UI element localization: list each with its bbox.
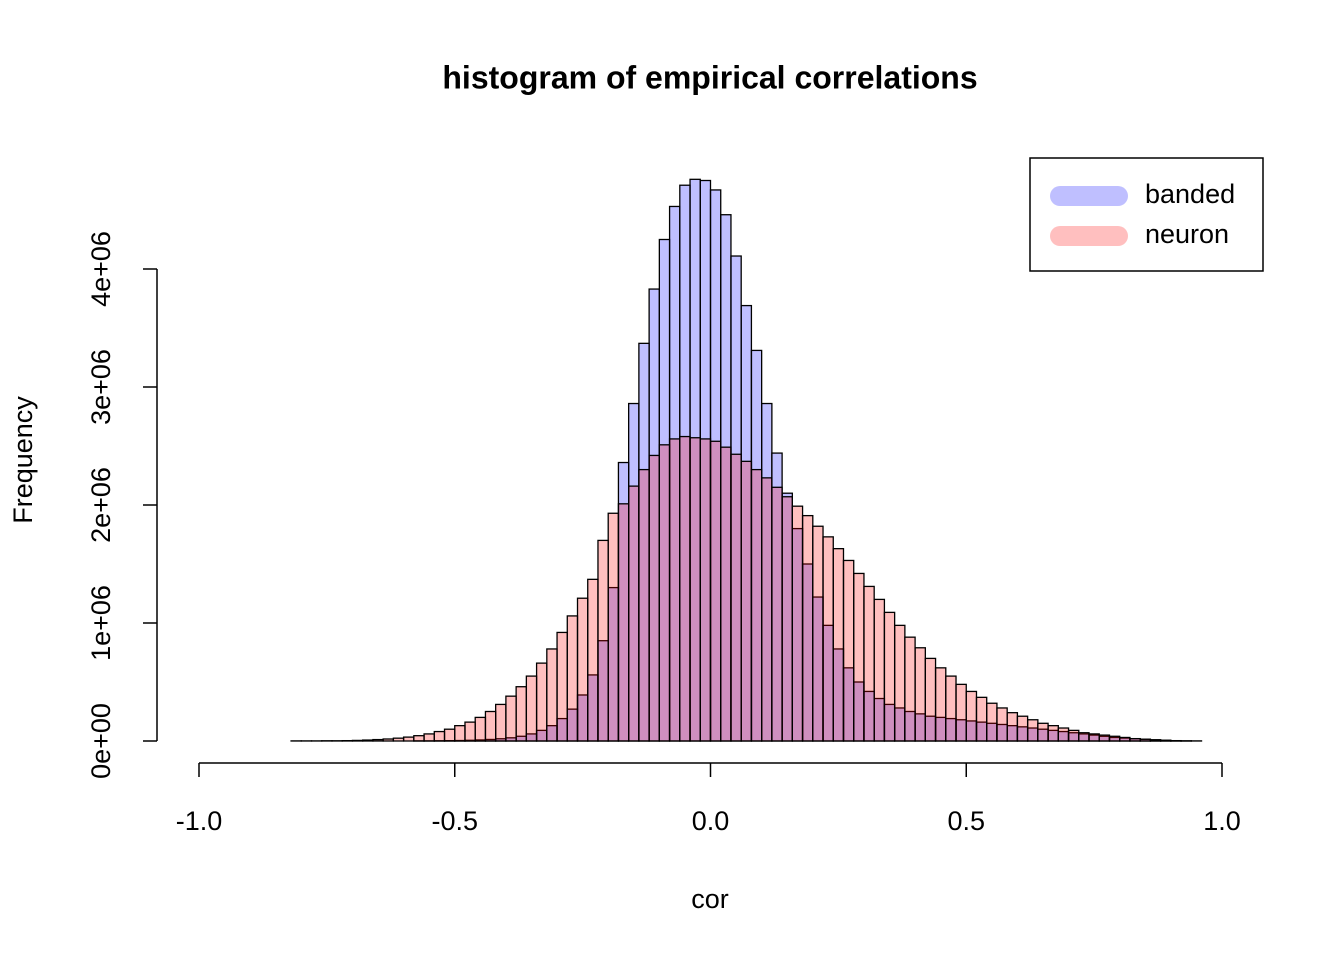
histogram-bar — [372, 738, 384, 742]
histogram-bar — [771, 486, 783, 742]
histogram-bar — [392, 737, 405, 742]
histogram-bar — [822, 536, 834, 742]
histogram-bar — [454, 725, 466, 742]
histogram-bar — [893, 624, 906, 742]
legend-label: neuron — [1145, 219, 1229, 249]
histogram-bar — [648, 454, 660, 742]
x-tick-label: -0.5 — [431, 806, 478, 836]
histogram-bar — [1098, 734, 1111, 742]
histogram-bar — [781, 496, 793, 742]
x-axis-label: cor — [691, 884, 729, 914]
histogram-bar — [945, 675, 957, 742]
histogram-bar — [863, 585, 875, 742]
histogram-bar — [597, 539, 609, 742]
histogram-bar — [433, 730, 446, 742]
histogram-bar — [658, 444, 671, 742]
histogram-bar — [801, 514, 814, 742]
histogram-bar — [535, 662, 548, 742]
histogram-bar — [1047, 725, 1059, 742]
histogram-bar — [1119, 736, 1131, 742]
histogram-bar — [484, 710, 497, 742]
y-tick-label: 1e+06 — [86, 585, 116, 661]
histogram-bar — [638, 468, 650, 742]
y-tick-label: 3e+06 — [86, 349, 116, 425]
histogram-bar — [566, 615, 579, 742]
histogram-bar — [975, 696, 988, 742]
histogram-bar — [1078, 732, 1090, 742]
y-tick-label: 0e+00 — [86, 703, 116, 779]
histogram-bar — [351, 739, 364, 742]
histogram-bar — [791, 505, 804, 742]
x-tick-label: 0.0 — [692, 806, 730, 836]
legend-label: banded — [1145, 179, 1235, 209]
histogram-bar — [986, 702, 998, 742]
histogram-bar — [955, 683, 967, 742]
histogram-bar — [1016, 715, 1029, 742]
histogram-bar — [965, 690, 978, 742]
histogram-bar — [730, 453, 742, 742]
y-tick-label: 4e+06 — [86, 231, 116, 307]
x-tick-label: -1.0 — [176, 806, 223, 836]
histogram-bar — [832, 548, 845, 742]
histogram-bar — [576, 597, 589, 742]
histogram-bar — [525, 675, 538, 742]
x-tick-label: 1.0 — [1203, 806, 1241, 836]
x-tick-label: 0.5 — [947, 806, 985, 836]
histogram-bar — [362, 739, 374, 742]
histogram-bar — [1037, 722, 1049, 742]
histogram-bar — [515, 686, 528, 742]
histogram-bar — [413, 735, 425, 742]
histogram-bar — [812, 525, 824, 742]
histogram-bar — [1139, 738, 1152, 742]
histogram-bar — [1129, 737, 1141, 742]
histogram-bar — [556, 631, 568, 742]
histogram-bar — [720, 446, 732, 742]
histogram-bar — [505, 695, 517, 742]
histogram-bar — [607, 512, 620, 742]
y-tick-label: 2e+06 — [86, 467, 116, 543]
histogram-bar — [1159, 739, 1172, 742]
histogram-bar — [750, 468, 763, 742]
chart-title: histogram of empirical correlations — [442, 59, 977, 95]
histogram-bar — [699, 438, 712, 742]
histogram-bar — [1149, 739, 1162, 742]
histogram-bar — [1108, 735, 1121, 742]
histogram-bar — [617, 503, 630, 742]
histogram-bar — [924, 657, 937, 742]
histogram-bar — [402, 736, 415, 742]
histogram-bar — [934, 667, 947, 742]
histogram-bar — [873, 598, 886, 742]
histogram-bar — [1026, 719, 1039, 742]
histogram-bar — [628, 485, 640, 742]
histogram-bar — [679, 435, 691, 742]
histogram-bar — [761, 477, 773, 742]
legend-box — [1029, 157, 1264, 272]
histogram-bar — [740, 460, 753, 742]
histogram-bar — [709, 440, 722, 742]
histogram-bar — [495, 703, 507, 742]
histogram-bar — [996, 707, 1008, 742]
histogram-bar — [842, 559, 855, 742]
histogram-bar — [689, 437, 701, 742]
histogram-bar — [382, 738, 395, 742]
histogram-bar — [1067, 729, 1080, 742]
y-axis-label: Frequency — [8, 396, 38, 524]
histogram-bar — [1006, 712, 1019, 742]
histogram-bar — [904, 636, 916, 742]
histogram-bar — [1088, 733, 1100, 742]
histogram-bar — [443, 728, 456, 742]
histogram-bar — [474, 716, 487, 742]
histogram-bar — [853, 572, 865, 742]
histogram-bar — [1057, 727, 1070, 742]
histogram-bar — [587, 578, 599, 742]
histogram-bar — [546, 648, 558, 742]
histogram-bar — [423, 733, 435, 742]
histogram-bar — [914, 647, 926, 742]
histogram-bar — [464, 721, 476, 742]
histogram-bar — [883, 611, 896, 742]
histogram-bar — [668, 438, 681, 742]
